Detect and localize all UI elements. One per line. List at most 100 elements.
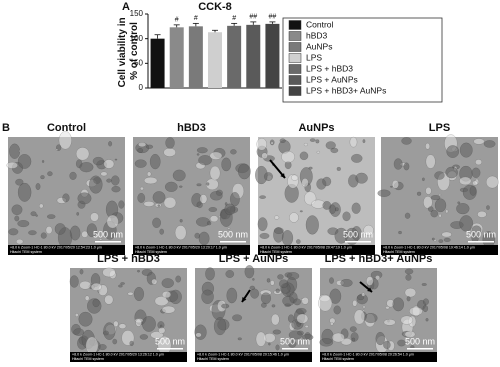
- tem-texture: [477, 210, 487, 218]
- tem-texture: [403, 162, 410, 171]
- tem-texture: [120, 282, 125, 285]
- tem-texture: [281, 150, 295, 163]
- tem-texture: [361, 292, 366, 297]
- tem-texture: [194, 324, 207, 340]
- legend-label: LPS + hBD3+ AuNPs: [306, 85, 386, 95]
- tem-texture: [404, 287, 417, 298]
- tem-texture: [161, 305, 176, 314]
- tem-texture: [434, 198, 447, 213]
- tem-texture: [40, 232, 47, 239]
- tem-texture: [129, 340, 134, 347]
- tem-texture: [277, 274, 284, 280]
- error-bar: [269, 21, 276, 24]
- tem-texture: [329, 322, 334, 326]
- tem-texture: [471, 225, 482, 235]
- y-axis-label-line: % of control: [129, 22, 140, 80]
- caption-bar: [258, 245, 375, 255]
- legend-label: LPS: [306, 52, 322, 62]
- y-axis-label: Cell viability in % of control: [117, 15, 140, 88]
- tem-texture: [400, 315, 414, 325]
- tem-texture: [90, 212, 99, 222]
- arrow-head: [367, 287, 372, 292]
- tem-texture: [288, 340, 297, 348]
- bar: [227, 25, 242, 88]
- tem-texture: [201, 289, 214, 304]
- legend-swatch: [288, 53, 302, 63]
- tem-texture: [17, 182, 32, 202]
- tem-image: [254, 136, 375, 255]
- tem-texture: [404, 268, 414, 275]
- tem-texture: [438, 213, 442, 218]
- tem-image: [194, 265, 314, 362]
- error-bar: [231, 22, 238, 26]
- tem-texture: [457, 201, 461, 205]
- tem-texture: [224, 203, 236, 216]
- tem-texture: [92, 156, 105, 166]
- tem-texture: [209, 151, 223, 160]
- tem-texture: [9, 143, 21, 160]
- error-bar: [154, 34, 161, 39]
- tem-texture: [322, 201, 332, 210]
- tem-texture: [141, 315, 156, 332]
- tem-texture: [385, 306, 390, 310]
- tem-texture: [161, 290, 172, 299]
- tem-texture: [293, 298, 302, 306]
- caption-bar: [70, 352, 187, 362]
- tem-texture: [340, 278, 353, 287]
- tem-texture: [159, 228, 165, 235]
- tem-texture: [164, 181, 178, 193]
- caption-text: ×8.0 k Zoom-1 HC-1 80.0 kV 2017/05/08 19…: [383, 245, 475, 249]
- tem-texture: [103, 159, 115, 169]
- tem-texture: [86, 223, 98, 238]
- tem-texture: [433, 239, 437, 243]
- tem-texture: [206, 221, 212, 226]
- tem-texture: [392, 297, 405, 312]
- tem-texture: [111, 175, 120, 186]
- tem-texture: [351, 337, 356, 342]
- tem-texture: [316, 150, 321, 154]
- tem-texture: [443, 237, 451, 243]
- tem-texture: [112, 338, 118, 345]
- tem-texture: [237, 337, 242, 341]
- caption-text: ×8.0 k Zoom-1 HC-1 80.0 kV 2017/05/08 20…: [197, 352, 289, 356]
- tem-texture: [362, 305, 366, 309]
- scale-bar: [220, 241, 246, 243]
- tem-texture: [344, 227, 359, 246]
- tem-texture: [28, 230, 37, 236]
- tem-texture: [272, 329, 282, 335]
- tem-image: [318, 268, 437, 362]
- caption-text: ×8.0 k Zoom-1 HC-1 80.0 kV 2017/05/20 12…: [10, 245, 102, 249]
- tem-texture: [209, 190, 223, 201]
- tem-texture: [89, 175, 103, 194]
- tem-texture: [15, 238, 24, 245]
- y-tick-label: 100: [130, 34, 144, 43]
- tem-texture: [250, 288, 260, 299]
- tem-texture: [304, 324, 309, 329]
- tem-texture: [275, 344, 280, 351]
- tem-texture: [151, 278, 158, 285]
- tem-texture: [106, 178, 112, 183]
- tem-texture: [99, 238, 103, 241]
- tem-texture: [30, 211, 37, 217]
- tem-texture: [244, 265, 255, 279]
- tem-texture: [92, 298, 100, 308]
- image-title: Control: [47, 122, 86, 134]
- image-title: LPS + hBD3+ AuNPs: [325, 253, 433, 265]
- tem-texture: [213, 317, 227, 336]
- legend-label: LPS + hBD3: [306, 63, 353, 73]
- tem-texture: [375, 275, 381, 281]
- tem-texture: [286, 272, 300, 280]
- tem-texture: [76, 211, 80, 216]
- tem-texture: [351, 202, 361, 214]
- tem-texture: [102, 267, 116, 278]
- scale-label: 500 nm: [466, 229, 496, 239]
- arrow-head: [280, 173, 285, 178]
- tem-texture: [113, 320, 119, 328]
- scale-bar: [345, 241, 371, 243]
- tem-texture: [146, 171, 152, 177]
- tem-texture: [270, 313, 280, 326]
- tem-texture: [79, 268, 84, 275]
- tem-texture: [196, 147, 208, 154]
- tem-texture: [84, 295, 90, 301]
- tem-texture: [195, 332, 202, 338]
